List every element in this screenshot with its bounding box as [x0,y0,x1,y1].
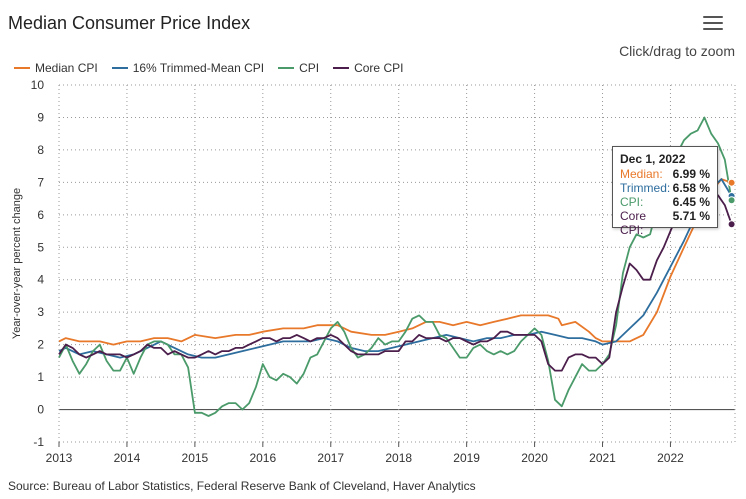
y-tick-label: 8 [37,143,44,157]
tooltip-row-cpi: CPI: 6.45 % [620,195,710,209]
page-title: Median Consumer Price Index [8,13,251,33]
hamburger-menu-icon[interactable] [703,16,723,32]
tooltip-date: Dec 1, 2022 [620,152,686,166]
y-tick-label: 10 [31,78,45,92]
tooltip-label: Core CPI: [620,209,647,237]
hover-marker [727,220,736,229]
y-tick-label: -1 [33,435,44,449]
tooltip-row-median: Median: 6.99 % [620,167,710,181]
legend-label: Core CPI [354,61,404,75]
hover-marker [727,178,736,187]
x-tick-label: 2020 [521,451,548,465]
legend-swatch [278,67,295,69]
hover-marker [727,196,736,205]
x-tick-label: 2017 [317,451,344,465]
y-tick-label: 2 [37,338,44,352]
x-tick-label: 2013 [46,451,73,465]
y-axis-title: Year-over-year percent change [11,188,23,339]
tooltip-label: Trimmed: [620,181,671,195]
y-tick-label: 7 [37,175,44,189]
x-tick-label: 2019 [453,451,480,465]
menu-bar-line [703,16,723,18]
y-tick-label: 5 [37,240,44,254]
y-tick-label: 6 [37,208,44,222]
x-tick-label: 2018 [385,451,412,465]
tooltip-row-trimmed: Trimmed: 6.58 % [620,181,710,195]
legend-item-median-cpi[interactable]: Median CPI [14,61,98,75]
series-line-core-cpi [58,194,733,372]
y-tick-label: 1 [37,370,44,384]
legend-swatch [111,67,128,69]
x-tick-label: 2021 [589,451,616,465]
chart-tooltip: Dec 1, 2022 Median: 6.99 % Trimmed: 6.58… [612,146,718,237]
tooltip-label: CPI: [620,195,644,209]
source-note: Source: Bureau of Labor Statistics, Fede… [8,479,476,493]
y-tick-label: 9 [37,110,44,124]
legend-item-core-cpi[interactable]: Core CPI [333,61,403,75]
legend-swatch [333,67,350,69]
y-tick-label: 4 [37,273,44,287]
x-tick-label: 2016 [249,451,276,465]
tooltip-value: 6.99 % [672,167,710,181]
zoom-hint: Click/drag to zoom [619,43,735,59]
tooltip-value: 6.45 % [672,195,710,209]
x-tick-label: 2014 [114,451,141,465]
y-tick-label: 3 [37,305,44,319]
chart-legend: Median CPI 16% Trimmed-Mean CPI CPI Core… [14,61,417,75]
x-tick-label: 2015 [182,451,209,465]
legend-item-trimmed-mean-cpi[interactable]: 16% Trimmed-Mean CPI [111,61,265,75]
legend-label: Median CPI [35,61,98,75]
y-tick-label: 0 [37,403,44,417]
tooltip-value: 6.58 % [672,181,710,195]
tooltip-label: Median: [620,167,663,181]
menu-bar-line [703,22,723,24]
legend-swatch [14,67,30,69]
legend-item-cpi[interactable]: CPI [278,61,319,75]
x-tick-label: 2022 [657,451,684,465]
tooltip-value: 5.71 % [672,209,711,223]
legend-label: 16% Trimmed-Mean CPI [132,61,265,75]
tooltip-row-core-cpi: Core CPI: 5.71 % [620,209,710,237]
legend-label: CPI [299,61,320,75]
menu-bar-line [703,28,723,30]
